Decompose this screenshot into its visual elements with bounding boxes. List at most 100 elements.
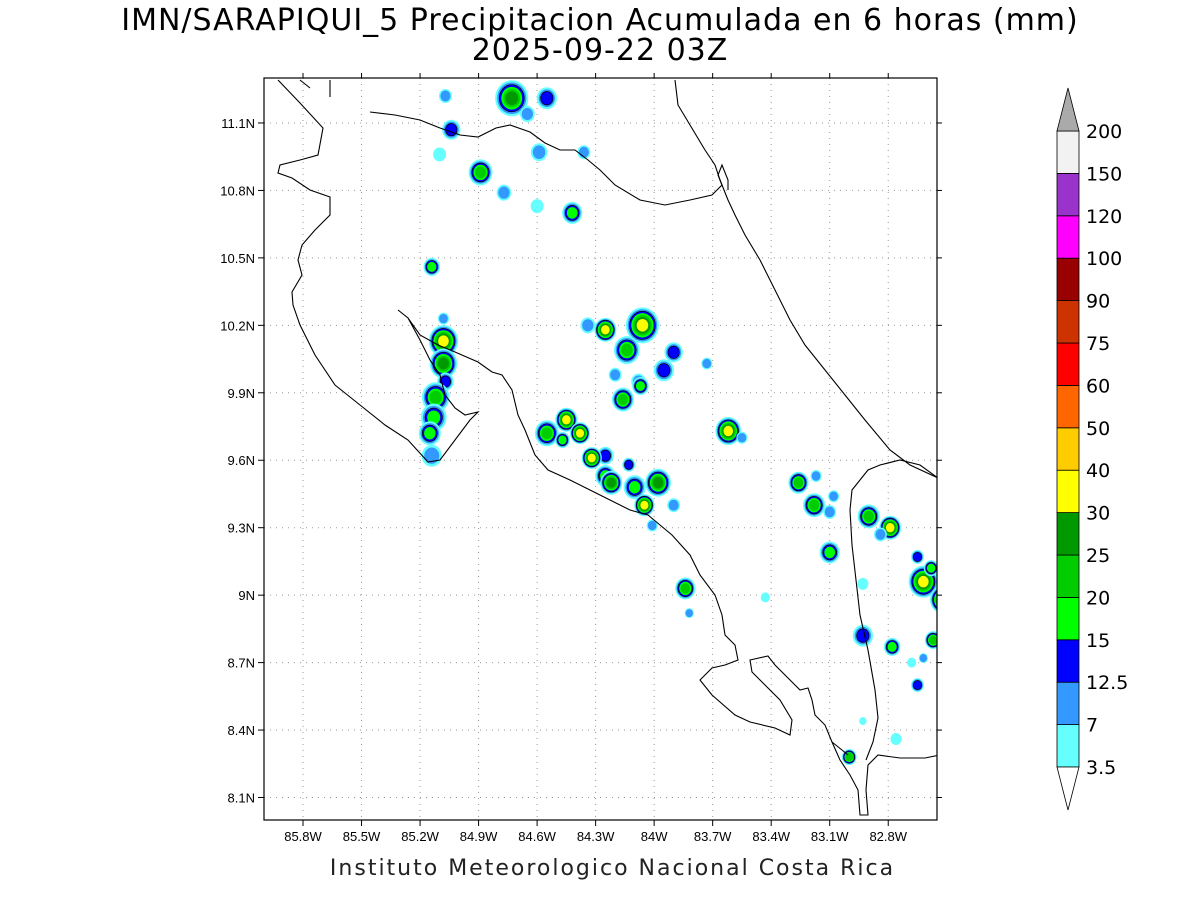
precip-contour <box>918 575 929 588</box>
colorbar-legend: 3.5 7 12.5 15 20 25 30 40 50 60 75 90 100 120 150 200 <box>1056 87 1128 811</box>
y-tick-label: 8.1N <box>228 791 255 806</box>
precip-contour <box>424 427 436 440</box>
precip-cell <box>859 717 867 726</box>
colorbar-swatch <box>1056 257 1080 302</box>
precip-cell <box>418 421 441 446</box>
precip-cell <box>423 257 441 276</box>
precip-contour <box>587 453 596 463</box>
precip-cell <box>760 592 770 603</box>
precip-contour <box>824 506 835 518</box>
colorbar-swatch <box>1056 342 1080 386</box>
precip-cell <box>577 145 591 160</box>
precip-cell <box>421 444 442 467</box>
precip-contour <box>938 594 948 604</box>
map-frame <box>263 77 938 821</box>
precip-cell <box>438 88 452 103</box>
precip-contour <box>829 491 838 501</box>
colorbar-label: 120 <box>1086 206 1122 228</box>
colorbar-swatch <box>1056 172 1080 217</box>
precip-cell <box>496 184 512 201</box>
precip-contour <box>919 654 928 663</box>
precip-cell <box>929 587 948 613</box>
colorbar-label: 100 <box>1086 248 1122 270</box>
colorbar-arrow-low <box>1056 766 1080 811</box>
precip-contour <box>912 680 923 691</box>
precip-cell <box>555 407 578 432</box>
colorbar-swatch <box>1056 130 1080 174</box>
precip-contour <box>885 523 895 533</box>
precip-cell <box>646 519 658 532</box>
precip-contour <box>737 433 747 443</box>
colorbar-label: 50 <box>1086 418 1110 440</box>
panama-border-line <box>849 459 937 761</box>
precip-contour <box>723 425 734 437</box>
precip-contour <box>429 390 442 404</box>
y-tick-label: 9N <box>238 588 255 603</box>
precip-cell <box>623 475 646 500</box>
precip-contour <box>640 500 649 510</box>
precip-cell <box>608 367 622 382</box>
precip-contour <box>928 635 937 645</box>
precip-contour <box>685 609 693 618</box>
precip-cell <box>911 549 924 564</box>
precip-cell <box>675 577 696 600</box>
precip-cell <box>883 637 901 656</box>
y-tick-label: 10.2N <box>220 318 255 333</box>
colorbar-swatch <box>1056 597 1080 641</box>
precip-cell <box>468 159 493 186</box>
x-tick-label: 84W <box>641 829 668 844</box>
footer-credit: Instituto Meteorologico Nacional Costa R… <box>329 856 896 881</box>
colorbar-swatch <box>1056 215 1080 259</box>
precip-contour <box>907 657 917 668</box>
precip-cell <box>421 382 450 413</box>
precip-cell <box>530 143 548 162</box>
longitude-axis: 85.8W 85.5W 85.2W 84.9W 84.6W 84.3W 84W 83.7W 83… <box>284 73 908 844</box>
precip-contour <box>811 471 821 481</box>
precip-contour <box>680 583 691 594</box>
precip-contour <box>601 325 610 335</box>
precip-contour <box>624 459 634 470</box>
precip-contour <box>532 145 546 160</box>
x-tick-label: 83.4W <box>752 829 790 844</box>
x-tick-label: 84.6W <box>518 829 556 844</box>
precip-contour <box>628 480 641 494</box>
precip-cell <box>519 105 535 122</box>
precip-cell <box>684 608 694 619</box>
precip-contour <box>621 343 633 357</box>
precip-contour <box>562 415 571 425</box>
precip-cell <box>622 457 636 472</box>
colorbar-label: 150 <box>1086 163 1122 185</box>
precip-contour <box>863 510 874 523</box>
precip-cell <box>823 504 837 519</box>
precip-cell <box>715 417 742 446</box>
precip-contour <box>475 166 486 179</box>
x-tick-label: 82.8W <box>869 829 907 844</box>
precip-contour <box>566 207 578 219</box>
precip-contour <box>582 319 594 332</box>
colorbar-label: 40 <box>1086 460 1110 482</box>
colorbar-label: 3.5 <box>1086 757 1116 779</box>
precip-contour <box>445 123 458 137</box>
precip-contour <box>540 91 554 106</box>
colorbar-swatch <box>1056 639 1080 683</box>
precip-cell <box>569 422 591 445</box>
colorbar-label: 12.5 <box>1086 672 1128 694</box>
colorbar-swatch <box>1056 384 1080 429</box>
precip-cell <box>600 470 623 495</box>
precip-contour <box>702 358 712 369</box>
precip-contour <box>606 477 616 488</box>
precip-cell <box>581 446 602 469</box>
precip-contour <box>530 199 544 214</box>
precip-cell <box>924 631 937 650</box>
precip-contour <box>498 186 510 199</box>
x-tick-label: 84.9W <box>460 829 498 844</box>
precip-contour <box>575 428 585 438</box>
precip-cell <box>495 80 529 117</box>
latitude-axis: 11.1N 10.8N 10.5N 10.2N 9.9N 9.6N 9.3N 9N 8.7N 8.… <box>220 116 942 806</box>
precip-cell <box>645 468 671 497</box>
precip-contour <box>667 345 680 359</box>
colorbar-label: 90 <box>1086 291 1110 313</box>
precip-cell <box>433 147 447 162</box>
precip-cell <box>701 357 713 370</box>
